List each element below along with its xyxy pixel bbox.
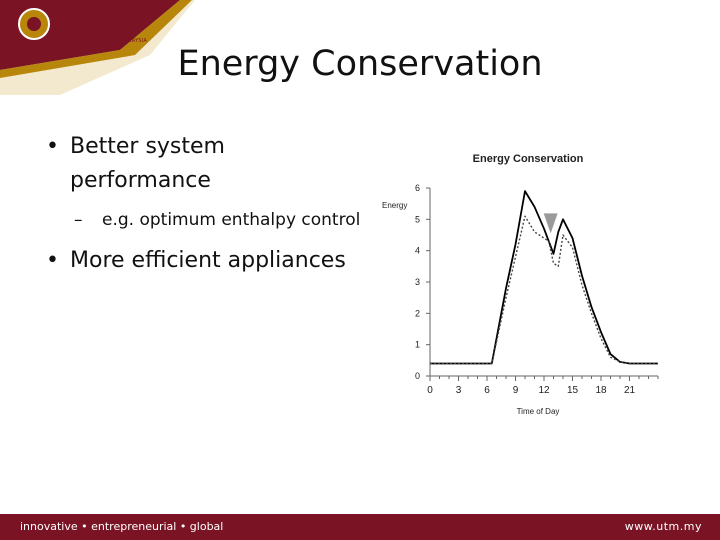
y-tick-label: 1 <box>415 340 420 350</box>
y-tick-label: 0 <box>415 371 420 381</box>
sub-bullet-item: – e.g. optimum enthalpy control <box>40 206 370 234</box>
bullet-dot: • <box>46 248 59 273</box>
x-tick-label: 9 <box>513 385 519 396</box>
energy-chart: Energy Conservation Energy Time of Day 0… <box>370 140 670 430</box>
footer-url: www.utm.my <box>624 520 702 533</box>
x-tick-label: 0 <box>427 385 433 396</box>
x-axis-label: Time of Day <box>517 407 560 416</box>
x-tick-label: 6 <box>484 385 490 396</box>
y-tick-label: 4 <box>415 246 420 256</box>
y-tick-label: 2 <box>415 308 420 318</box>
x-tick-label: 3 <box>456 385 462 396</box>
bullet-list: • Better system performance – e.g. optim… <box>40 130 370 278</box>
series-line-2 <box>430 215 658 365</box>
bullet-text: More efficient appliances <box>70 248 346 273</box>
bullet-text: Better system performance <box>70 134 225 193</box>
bullet-item: • Better system performance <box>40 130 370 198</box>
sub-bullet-text: e.g. optimum enthalpy control <box>102 210 361 230</box>
logo-subtext: UNIVERSITI TEKNOLOGI MALAYSIA <box>56 38 147 44</box>
slide-title: Energy Conservation <box>177 44 543 84</box>
bullet-dot: • <box>46 134 59 159</box>
y-tick-label: 5 <box>415 214 420 224</box>
utm-logo: UTM UNIVERSITI TEKNOLOGI MALAYSIA <box>18 6 158 44</box>
bullet-item: • More efficient appliances <box>40 244 370 278</box>
footer-tagline: innovative • entrepreneurial • global <box>20 520 224 533</box>
university-seal-icon <box>18 8 50 40</box>
x-tick-label: 15 <box>567 385 579 396</box>
y-axis-label: Energy <box>382 201 407 210</box>
x-tick-label: 12 <box>538 385 550 396</box>
chart-svg: Energy Conservation Energy Time of Day 0… <box>382 153 659 416</box>
annotation-triangle-marker <box>543 213 558 234</box>
series-line-1 <box>430 190 658 365</box>
chart-title: Energy Conservation <box>473 153 584 165</box>
x-tick-label: 18 <box>595 385 607 396</box>
x-tick-label: 21 <box>624 385 636 396</box>
sub-bullet-dash: – <box>74 210 83 230</box>
logo-wordmark: UTM <box>55 6 137 40</box>
y-tick-label: 3 <box>415 277 420 287</box>
y-tick-label: 6 <box>415 183 420 193</box>
footer-bar: innovative • entrepreneurial • global ww… <box>0 514 720 540</box>
